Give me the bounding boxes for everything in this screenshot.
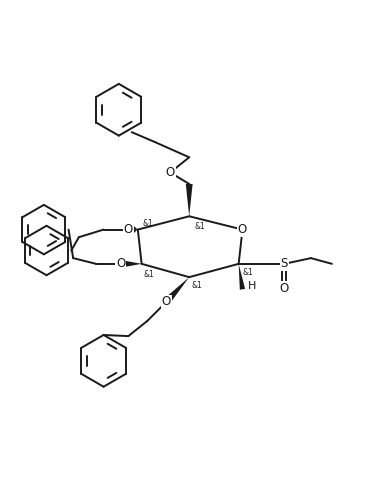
Text: H: H [248,281,256,291]
Text: S: S [281,257,288,270]
Text: &1: &1 [142,219,153,228]
Text: &1: &1 [144,269,154,279]
Polygon shape [121,260,142,268]
Text: O: O [238,223,247,236]
Polygon shape [239,264,245,290]
Text: O: O [162,295,171,308]
Polygon shape [186,184,193,216]
Text: O: O [166,166,175,179]
Text: &1: &1 [195,222,206,231]
Text: &1: &1 [242,268,253,278]
Text: &1: &1 [191,281,202,290]
Text: O: O [116,257,125,270]
Text: O: O [280,282,289,295]
Polygon shape [164,277,189,305]
Text: O: O [124,223,133,236]
